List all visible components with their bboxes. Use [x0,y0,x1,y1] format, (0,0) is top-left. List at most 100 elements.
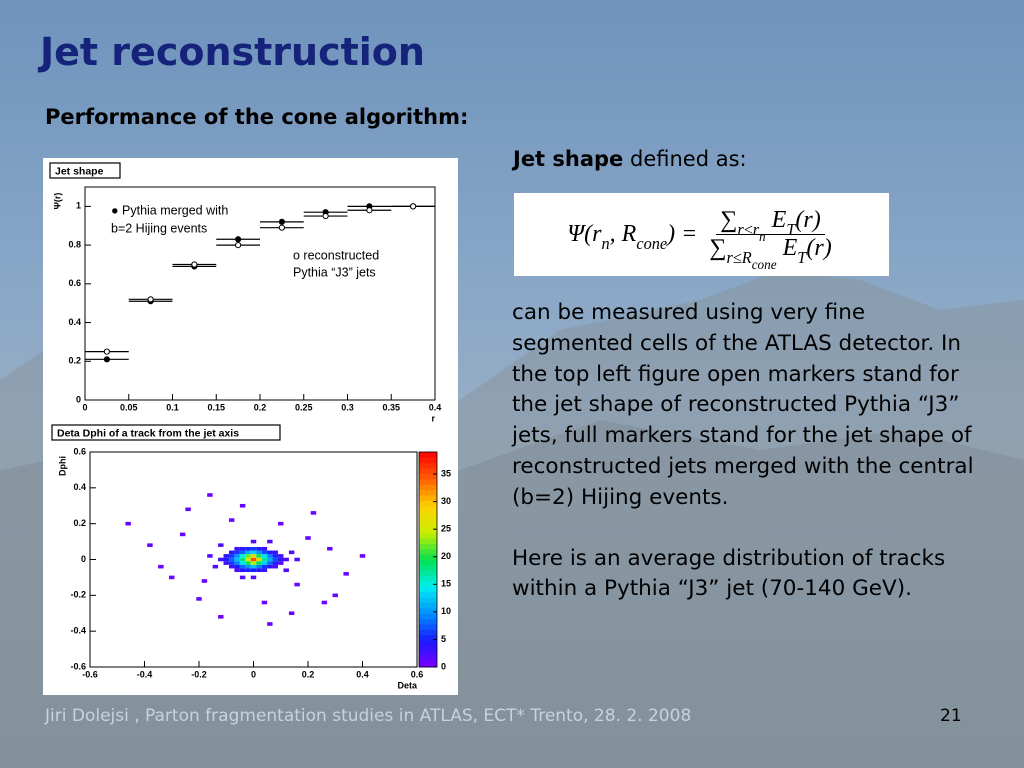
formula-token: Ψ(r [567,221,602,247]
cell [267,622,273,626]
y-tick-label: -0.6 [70,661,86,671]
cell [239,575,246,580]
cell [218,557,224,562]
cell [185,507,191,512]
cell [250,561,257,565]
colorbar-step [419,650,437,657]
cell [218,615,224,619]
formula-token: r≤r [737,220,760,240]
formula-token: n [601,234,610,254]
colorbar-step [419,597,437,603]
colorbar-step [419,591,437,598]
colorbar-tick-label: 0 [441,661,446,671]
cell [239,546,246,551]
y-tick-label: 0.2 [73,518,86,528]
cell [218,543,224,547]
cell [267,554,273,558]
x-axis-label: r [431,413,435,423]
chart-title-box [49,162,121,179]
x-tick-label: 0 [82,402,87,412]
colorbar-step [419,521,437,528]
cell [359,554,366,558]
colorbar-step [419,548,437,555]
x-axis-label: Deta [397,680,418,690]
x-tick-label: 0.25 [295,402,313,412]
formula-token: r≤R [726,248,752,268]
colorbar-step [419,613,437,620]
y-tick-label: 0 [76,394,81,404]
y-tick-label: -0.2 [70,590,86,600]
marker [278,218,285,225]
marker [235,241,242,249]
cell [239,557,246,562]
colorbar-step [419,554,437,560]
colorbar-step [419,640,437,646]
formula-token: n [759,229,766,245]
y-axis-label: Ψ(r) [52,193,62,210]
colorbar-step [419,586,437,593]
cell [267,539,273,544]
cell [239,550,246,555]
cell [278,557,284,562]
cell [228,518,235,522]
cell [250,557,257,562]
formula-token: (r) [795,207,821,233]
cell [234,568,240,573]
cell [261,564,268,569]
colorbar-frame [418,451,438,668]
formula-token: cone [636,234,668,254]
cell [272,557,279,562]
cell [228,564,235,569]
colorbar-step [419,457,437,464]
colorbar-step [419,500,437,507]
cell [261,554,268,558]
slide-title: Jet reconstruction [40,30,425,74]
formula-token: ) = [667,221,698,247]
x-tick-label: -0.4 [137,669,153,679]
definition: Jet shape defined as: [513,147,747,171]
cell [272,554,279,558]
cell [228,550,235,555]
cell [234,550,240,555]
cell [261,561,268,565]
cell [250,550,257,555]
cell [261,568,268,573]
cell [223,561,229,565]
cell [250,554,257,558]
cell [250,546,257,551]
cell [234,564,240,569]
cell [250,564,257,569]
cell [256,568,262,573]
cell [288,550,295,555]
y-axis-label: Dphi [57,456,67,476]
colorbar-step [419,462,437,469]
colorbar-tick-label: 25 [441,524,451,534]
cell [228,554,235,558]
cell [272,564,279,569]
cell [261,600,268,605]
cell [234,546,240,551]
colorbar-step [419,538,437,544]
chart-title: Jet shape [55,165,104,177]
cell [267,561,273,565]
colorbar-step [419,624,437,630]
colorbar-tick-label: 20 [441,551,451,561]
cell [332,593,338,598]
colorbar-step [419,607,437,614]
formula-token: cone [751,257,777,273]
definition-rest: defined as: [623,147,747,171]
cell [239,561,246,565]
body-text: can be measured using very fine segmente… [512,298,982,635]
colorbar-tick-label: 35 [441,468,451,478]
cell [278,521,284,526]
marker [103,356,110,363]
cell [272,561,279,565]
x-tick-label: 0.4 [429,402,442,412]
cell [125,521,131,526]
cell [256,561,262,565]
cell [267,557,273,562]
cell [250,539,257,544]
cell [272,550,279,555]
chart-title: Deta Dphi of a track from the jet axis [57,427,239,439]
